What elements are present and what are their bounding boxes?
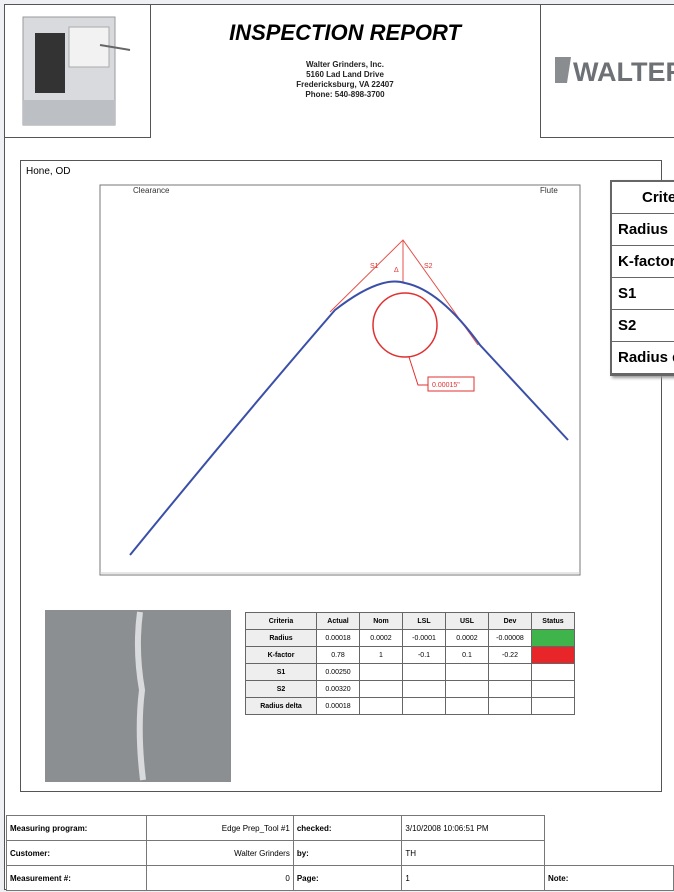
footer-cell: Walter Grinders — [146, 841, 293, 866]
table-cell — [360, 664, 403, 681]
zoom-row: K-factor — [612, 246, 674, 278]
status-cell — [532, 698, 575, 715]
table-cell — [360, 698, 403, 715]
footer-cell: by: — [293, 841, 402, 866]
table-cell: 0.00250 — [317, 664, 360, 681]
table-cell: Radius delta — [246, 698, 317, 715]
table-cell: 0.00018 — [317, 698, 360, 715]
table-cell — [446, 698, 489, 715]
table-cell: -0.22 — [489, 647, 532, 664]
zoom-row: Radius delta — [612, 342, 674, 374]
table-cell — [489, 698, 532, 715]
zoom-row: Radius — [612, 214, 674, 246]
table-cell — [403, 664, 446, 681]
plot-label: Clearance — [133, 186, 170, 195]
footer-cell: Note: — [544, 866, 673, 891]
table-cell: S2 — [246, 681, 317, 698]
plot-frame — [100, 185, 580, 575]
plot-label: Flute — [540, 186, 558, 195]
s2-label: S2 — [424, 263, 433, 270]
table-cell: 1 — [360, 647, 403, 664]
delta-label: Δ — [394, 267, 399, 274]
footer-cell: 1 — [402, 866, 545, 891]
status-cell — [532, 647, 575, 664]
table-cell — [360, 681, 403, 698]
zoom-row: S2 — [612, 310, 674, 342]
table-cell: Radius — [246, 630, 317, 647]
table-cell: 0.0002 — [360, 630, 403, 647]
radius-annotation: 0.00015" — [432, 382, 460, 389]
s1-label: S1 — [370, 263, 379, 270]
column-header: Criteria — [246, 613, 317, 630]
footer-cell: Customer: — [7, 841, 147, 866]
footer-cell: 3/10/2008 10:06:51 PM — [402, 816, 545, 841]
footer-cell: TH — [402, 841, 545, 866]
footer-cell: Measuring program: — [7, 816, 147, 841]
footer-cell: Measurement #: — [7, 866, 147, 891]
status-cell — [532, 630, 575, 647]
footer-cell: Page: — [293, 866, 402, 891]
column-header: Nom — [360, 613, 403, 630]
column-header: Actual — [317, 613, 360, 630]
table-cell: 0.0002 — [446, 630, 489, 647]
footer-cell: checked: — [293, 816, 402, 841]
table-cell — [489, 664, 532, 681]
table-cell: -0.00008 — [489, 630, 532, 647]
table-cell: 0.1 — [446, 647, 489, 664]
status-cell — [532, 681, 575, 698]
table-cell: 0.00320 — [317, 681, 360, 698]
zoom-header: Criteria — [612, 182, 674, 214]
table-cell: K-factor — [246, 647, 317, 664]
table-cell — [489, 681, 532, 698]
footer-cell: 0 — [146, 866, 293, 891]
table-cell: -0.1 — [403, 647, 446, 664]
table-cell: -0.0001 — [403, 630, 446, 647]
table-cell — [403, 681, 446, 698]
table-cell: 0.00018 — [317, 630, 360, 647]
table-cell — [446, 664, 489, 681]
status-cell — [532, 664, 575, 681]
column-header: Status — [532, 613, 575, 630]
column-header: Dev — [489, 613, 532, 630]
column-header: LSL — [403, 613, 446, 630]
column-header: USL — [446, 613, 489, 630]
table-cell — [446, 681, 489, 698]
table-cell: S1 — [246, 664, 317, 681]
profile-plot: Clearance Flute 0.00015" S1 Δ S2 — [0, 0, 674, 892]
zoom-row: S1 — [612, 278, 674, 310]
table-cell: 0.78 — [317, 647, 360, 664]
footer-cell: Edge Prep_Tool #1 — [146, 816, 293, 841]
table-cell — [403, 698, 446, 715]
page: INSPECTION REPORT Walter Grinders, Inc. … — [0, 0, 674, 892]
